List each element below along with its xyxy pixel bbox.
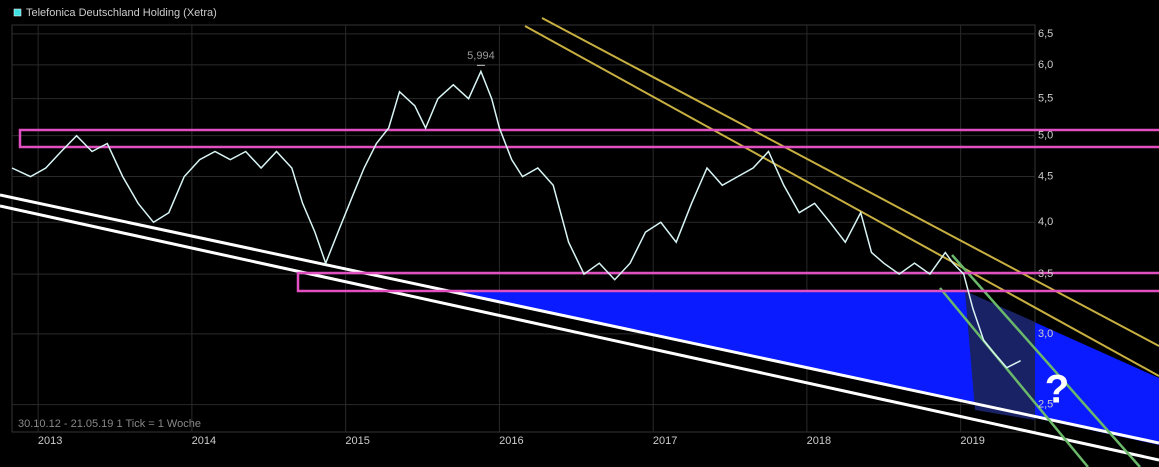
high-label: 5,994	[467, 50, 495, 62]
x-tick-label: 2013	[38, 435, 62, 447]
y-tick-label: 4,5	[1038, 170, 1053, 182]
x-tick-label: 2017	[653, 435, 677, 447]
x-tick-label: 2016	[499, 435, 523, 447]
question-mark: ?	[1045, 368, 1069, 412]
support-line	[0, 204, 1159, 462]
y-tick-label: 5,0	[1038, 130, 1053, 142]
channel-line	[939, 287, 1089, 467]
y-tick-label: 4,0	[1038, 216, 1053, 228]
price-line	[11, 69, 1021, 369]
support-line	[0, 193, 1159, 445]
plot-border	[11, 24, 1036, 433]
footer-note: 30.10.12 - 21.05.19 1 Tick = 1 Woche	[18, 418, 201, 430]
plot: 2,5 3,0 3,5 4,0 4,5 5,0 5,5 6,0 6,5 2013 2014 2015 2…	[11, 28, 1053, 447]
y-tick-label: 3,0	[1038, 328, 1053, 340]
y-tick-label: 5,5	[1038, 93, 1053, 105]
trend-line	[524, 25, 1159, 377]
legend-label: Telefonica Deutschland Holding (Xetra)	[26, 7, 217, 19]
support-zone	[296, 271, 1159, 293]
x-tick-label: 2014	[192, 435, 216, 447]
x-tick-label: 2015	[345, 435, 369, 447]
y-tick-label: 3,5	[1038, 268, 1053, 280]
resistance-zone	[18, 128, 1159, 149]
navy-zone	[965, 291, 1035, 420]
legend-swatch	[13, 8, 22, 17]
x-tick-label: 2018	[807, 435, 831, 447]
y-tick-label: 6,5	[1038, 28, 1053, 40]
y-tick-label: 6,0	[1038, 59, 1053, 71]
grid	[11, 24, 1036, 433]
y-tick-label: 2,5	[1038, 399, 1053, 411]
x-tick-label: 2019	[960, 435, 984, 447]
